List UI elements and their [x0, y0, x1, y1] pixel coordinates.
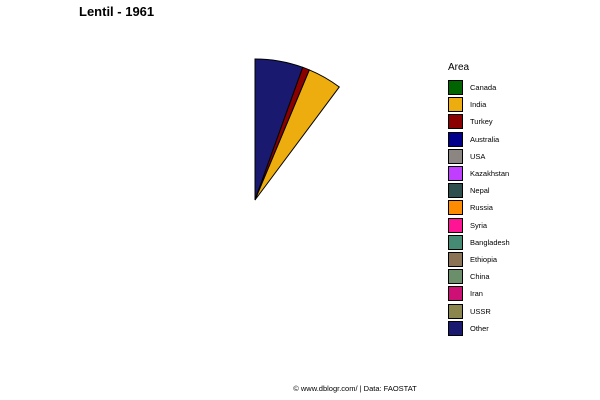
legend-label: Australia: [470, 134, 500, 144]
legend-title: Area: [448, 62, 470, 73]
legend-swatch: [448, 217, 463, 233]
legend-item: Turkey: [448, 113, 510, 130]
pie-slice-india: [254, 69, 341, 201]
legend-swatch: [448, 200, 463, 216]
legend-swatch: [448, 251, 463, 267]
legend-swatch: [448, 114, 463, 130]
legend-label: USA: [470, 151, 486, 161]
legend-swatch: [448, 320, 463, 336]
legend-swatch: [448, 97, 463, 113]
legend-label: Ethiopia: [470, 254, 498, 264]
footer-credit: © www.dblogr.com/ | Data: FAOSTAT: [293, 384, 417, 393]
legend-item: Russia: [448, 199, 510, 216]
legend-swatch: [448, 131, 463, 147]
legend-item: Kazakhstan: [448, 165, 510, 182]
legend-item: USA: [448, 148, 510, 165]
legend-label: Iran: [470, 289, 483, 299]
legend-swatch: [448, 269, 463, 285]
legend-item: Nepal: [448, 182, 510, 199]
legend-label: China: [470, 272, 490, 282]
legend-swatch: [448, 234, 463, 250]
legend-label: Nepal: [470, 186, 490, 196]
legend-label: Kazakhstan: [470, 169, 510, 179]
legend-label: Other: [470, 323, 489, 333]
legend-swatch: [448, 166, 463, 182]
legend-item: Bangladesh: [448, 234, 510, 251]
legend-swatch: [448, 183, 463, 199]
legend-swatch: [448, 148, 463, 164]
legend: Canada India Turkey Australia USA Kazakhstan N…: [448, 79, 510, 337]
legend-label: Syria: [470, 220, 488, 230]
legend-label: Russia: [470, 203, 493, 213]
legend-label: Canada: [470, 83, 497, 93]
legend-label: Turkey: [470, 117, 493, 127]
legend-item: USSR: [448, 302, 510, 319]
legend-item: Ethiopia: [448, 251, 510, 268]
legend-item: Australia: [448, 131, 510, 148]
legend-label: USSR: [470, 306, 491, 316]
legend-swatch: [448, 80, 463, 96]
chart-title: Lentil - 1961: [79, 4, 155, 19]
legend-item: Other: [448, 320, 510, 337]
legend-label: Bangladesh: [470, 237, 510, 247]
legend-item: India: [448, 96, 510, 113]
legend-item: Canada: [448, 79, 510, 96]
legend-item: Syria: [448, 217, 510, 234]
legend-swatch: [448, 286, 463, 302]
legend-item: Iran: [448, 285, 510, 302]
legend-item: China: [448, 268, 510, 285]
legend-swatch: [448, 303, 463, 319]
legend-label: India: [470, 100, 487, 110]
